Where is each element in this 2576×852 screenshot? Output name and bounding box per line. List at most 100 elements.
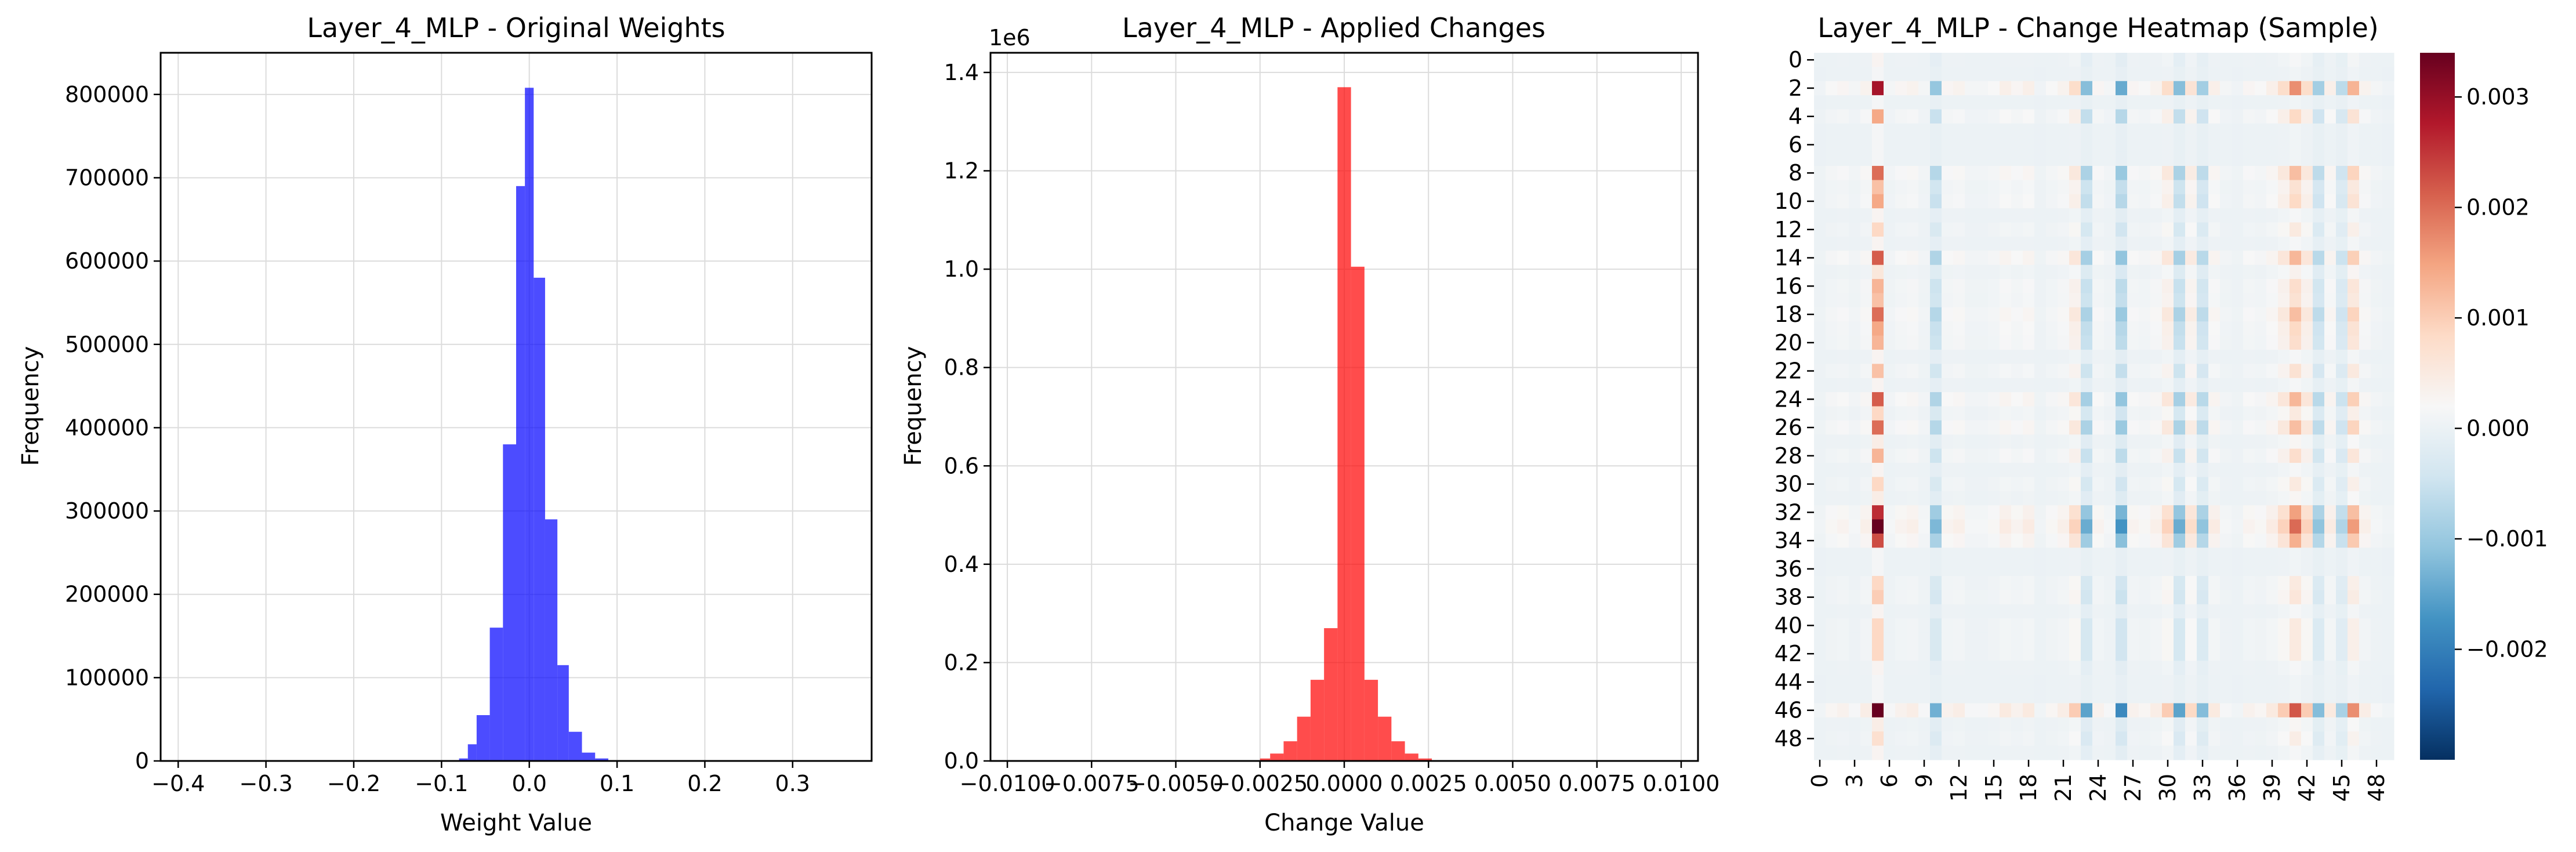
heatmap-cell (2150, 307, 2163, 322)
heatmap-cell (2313, 675, 2325, 690)
heatmap-cell (2208, 632, 2221, 647)
heatmap-cell (2371, 519, 2383, 534)
heatmap-cell (2150, 123, 2163, 138)
heatmap-cell (2313, 661, 2325, 676)
heatmap-cell (2092, 519, 2105, 534)
heatmap-cell (2092, 222, 2105, 237)
heatmap-cell (2371, 505, 2383, 520)
heatmap-cell (2255, 491, 2267, 506)
heatmap-cell (1884, 646, 1896, 661)
heatmap-cell (2139, 632, 2151, 647)
heatmap-cell (2243, 279, 2255, 294)
heatmap-cell (2116, 590, 2128, 605)
heatmap-cell (2324, 335, 2336, 350)
heatmap-cell (1976, 661, 1989, 676)
heatmap-cell (2104, 236, 2116, 251)
heatmap-cell (2278, 264, 2290, 280)
heatmap-cell (1860, 293, 1873, 308)
heatmap-cell (2127, 434, 2139, 449)
heatmap-cell (2174, 95, 2186, 110)
heatmap-cell (2232, 477, 2244, 492)
heatmap-cell (2000, 717, 2012, 732)
heatmap-cell (1988, 264, 2000, 280)
heatmap-cell (2348, 251, 2360, 266)
heatmap-cell (1837, 561, 1849, 577)
heatmap-cell (2139, 491, 2151, 506)
heatmap-cell (2336, 576, 2348, 591)
heatmap-cell (2174, 448, 2186, 463)
heatmap-cell (2046, 335, 2058, 350)
heatmap-cell (1988, 505, 2000, 520)
heatmap-cell (2232, 364, 2244, 379)
heatmap-cell (2174, 703, 2186, 718)
heatmap-cell (2174, 279, 2186, 294)
heatmap-cell (2011, 378, 2023, 393)
heatmap-cell (1849, 590, 1861, 605)
heatmap-cell (2011, 420, 2023, 435)
heatmap-cell (2266, 81, 2279, 96)
heatmap-cell (1953, 67, 1965, 82)
heatmap-cell (2092, 67, 2105, 82)
heatmap-cell (1860, 618, 1873, 633)
heatmap-cell (2313, 307, 2325, 322)
heatmap-cell (1988, 236, 2000, 251)
heatmap-cell (1872, 590, 1884, 605)
heatmap-cell (1918, 378, 1931, 393)
heatmap-cell (2266, 590, 2279, 605)
heatmap-cell (1907, 180, 1919, 195)
heatmap-cell (1860, 378, 1873, 393)
heatmap-cell (2324, 590, 2336, 605)
heatmap-cell (2174, 392, 2186, 407)
heatmap-cell (1814, 632, 1826, 647)
heatmap-cell (2185, 364, 2197, 379)
heatmap-cell (2197, 151, 2209, 166)
heatmap-cell (2278, 646, 2290, 661)
heatmap-cell (2278, 180, 2290, 195)
heatmap-cell (2232, 307, 2244, 322)
heatmap-cell (1826, 53, 1838, 67)
heatmap-cell (2208, 53, 2221, 67)
heatmap-cell (2185, 166, 2197, 181)
heatmap-cell (1965, 717, 1977, 732)
histogram-bar (1283, 741, 1297, 761)
heatmap-cell (2150, 618, 2163, 633)
heatmap-cell (2266, 335, 2279, 350)
heatmap-cell (1837, 689, 1849, 704)
heatmap-cell (2371, 548, 2383, 563)
heatmap-cell (1976, 236, 1989, 251)
heatmap-cell (1918, 463, 1931, 477)
heatmap-cell (2220, 194, 2232, 209)
heatmap-cell (2278, 81, 2290, 96)
heatmap-cell (1895, 151, 1907, 166)
heatmap-cell (2023, 646, 2035, 661)
heatmap-cell (1930, 95, 1942, 110)
heatmap-cell (1849, 632, 1861, 647)
heatmap-cell (2266, 618, 2279, 633)
heatmap-cell (2185, 95, 2197, 110)
heatmap-cell (2197, 675, 2209, 690)
heatmap-cell (2301, 236, 2313, 251)
heatmap-cell (1942, 95, 1954, 110)
heatmap-cell (1872, 717, 1884, 732)
heatmap-cell (2266, 109, 2279, 124)
heatmap-cell (1918, 717, 1931, 732)
heatmap-cell (2185, 477, 2197, 492)
x-tick-label: 0.0025 (1390, 771, 1467, 796)
heatmap-cell (1918, 53, 1931, 67)
heatmap-cell (2232, 533, 2244, 548)
heatmap-cell (2255, 378, 2267, 393)
heatmap-cell (2382, 137, 2394, 153)
heatmap-cell (2336, 293, 2348, 308)
heatmap-cell (2162, 279, 2174, 294)
heatmap-cell (1918, 166, 1931, 181)
heatmap-cell (1884, 590, 1896, 605)
heatmap-cell (1976, 53, 1989, 67)
heatmap-cell (2348, 335, 2360, 350)
heatmap-cell (2197, 81, 2209, 96)
heatmap-cell (1930, 194, 1942, 209)
heatmap-cell (2034, 166, 2047, 181)
heatmap-cell (1953, 618, 1965, 633)
heatmap-cell (2371, 491, 2383, 506)
heatmap-cell (1965, 264, 1977, 280)
heatmap-cell (2336, 406, 2348, 421)
